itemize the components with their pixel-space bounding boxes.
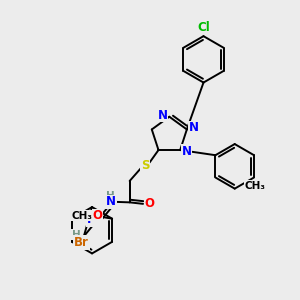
Text: N: N [87, 213, 97, 226]
Text: N: N [106, 195, 116, 208]
Text: N: N [188, 122, 198, 134]
Text: Br: Br [74, 236, 89, 249]
Text: CH₃: CH₃ [245, 181, 266, 191]
Text: O: O [93, 209, 103, 222]
Text: O: O [145, 197, 154, 210]
Text: S: S [141, 159, 149, 172]
Text: N: N [158, 109, 168, 122]
Text: Cl: Cl [197, 21, 210, 34]
Text: H: H [72, 230, 80, 240]
Text: H: H [106, 191, 114, 201]
Text: CH₃: CH₃ [72, 211, 93, 221]
Text: N: N [182, 145, 192, 158]
